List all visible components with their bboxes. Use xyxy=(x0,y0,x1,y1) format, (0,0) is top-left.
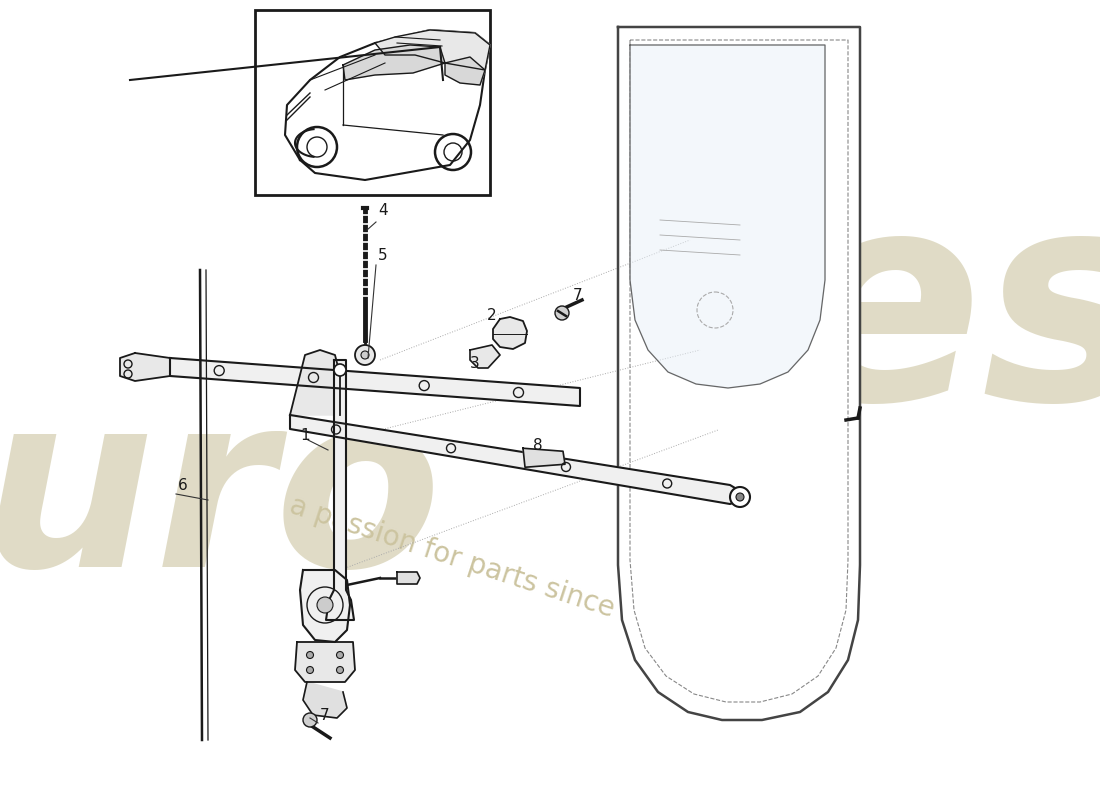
Polygon shape xyxy=(493,317,527,349)
Polygon shape xyxy=(375,30,490,70)
Polygon shape xyxy=(290,415,750,504)
Circle shape xyxy=(361,351,368,359)
Circle shape xyxy=(556,306,569,320)
Polygon shape xyxy=(618,27,860,720)
Polygon shape xyxy=(170,358,580,406)
Text: 6: 6 xyxy=(178,478,188,493)
Text: 8: 8 xyxy=(534,438,542,453)
Bar xyxy=(255,10,490,195)
Circle shape xyxy=(730,487,750,507)
Text: 1: 1 xyxy=(300,428,309,443)
Circle shape xyxy=(337,666,343,674)
Polygon shape xyxy=(630,45,825,388)
Text: 5: 5 xyxy=(378,248,387,263)
Polygon shape xyxy=(326,360,354,620)
Polygon shape xyxy=(522,448,565,467)
Text: es: es xyxy=(784,178,1100,462)
Polygon shape xyxy=(397,572,420,584)
Polygon shape xyxy=(120,353,170,381)
Circle shape xyxy=(334,364,346,376)
Polygon shape xyxy=(295,642,355,682)
Circle shape xyxy=(317,597,333,613)
Text: 7: 7 xyxy=(573,288,583,303)
Text: 4: 4 xyxy=(378,203,387,218)
Circle shape xyxy=(736,493,744,501)
Text: 7: 7 xyxy=(320,708,330,723)
Text: 3: 3 xyxy=(470,356,480,371)
Text: euro: euro xyxy=(0,382,442,618)
Text: a passion for parts since 1985: a passion for parts since 1985 xyxy=(286,492,694,648)
Circle shape xyxy=(307,651,314,658)
Circle shape xyxy=(307,666,314,674)
Polygon shape xyxy=(290,350,340,415)
Polygon shape xyxy=(302,682,346,718)
Circle shape xyxy=(355,345,375,365)
Circle shape xyxy=(302,713,317,727)
Polygon shape xyxy=(343,45,446,80)
Polygon shape xyxy=(470,345,500,368)
Text: 2: 2 xyxy=(487,308,496,323)
Polygon shape xyxy=(300,570,350,642)
Polygon shape xyxy=(446,57,485,85)
Circle shape xyxy=(337,651,343,658)
